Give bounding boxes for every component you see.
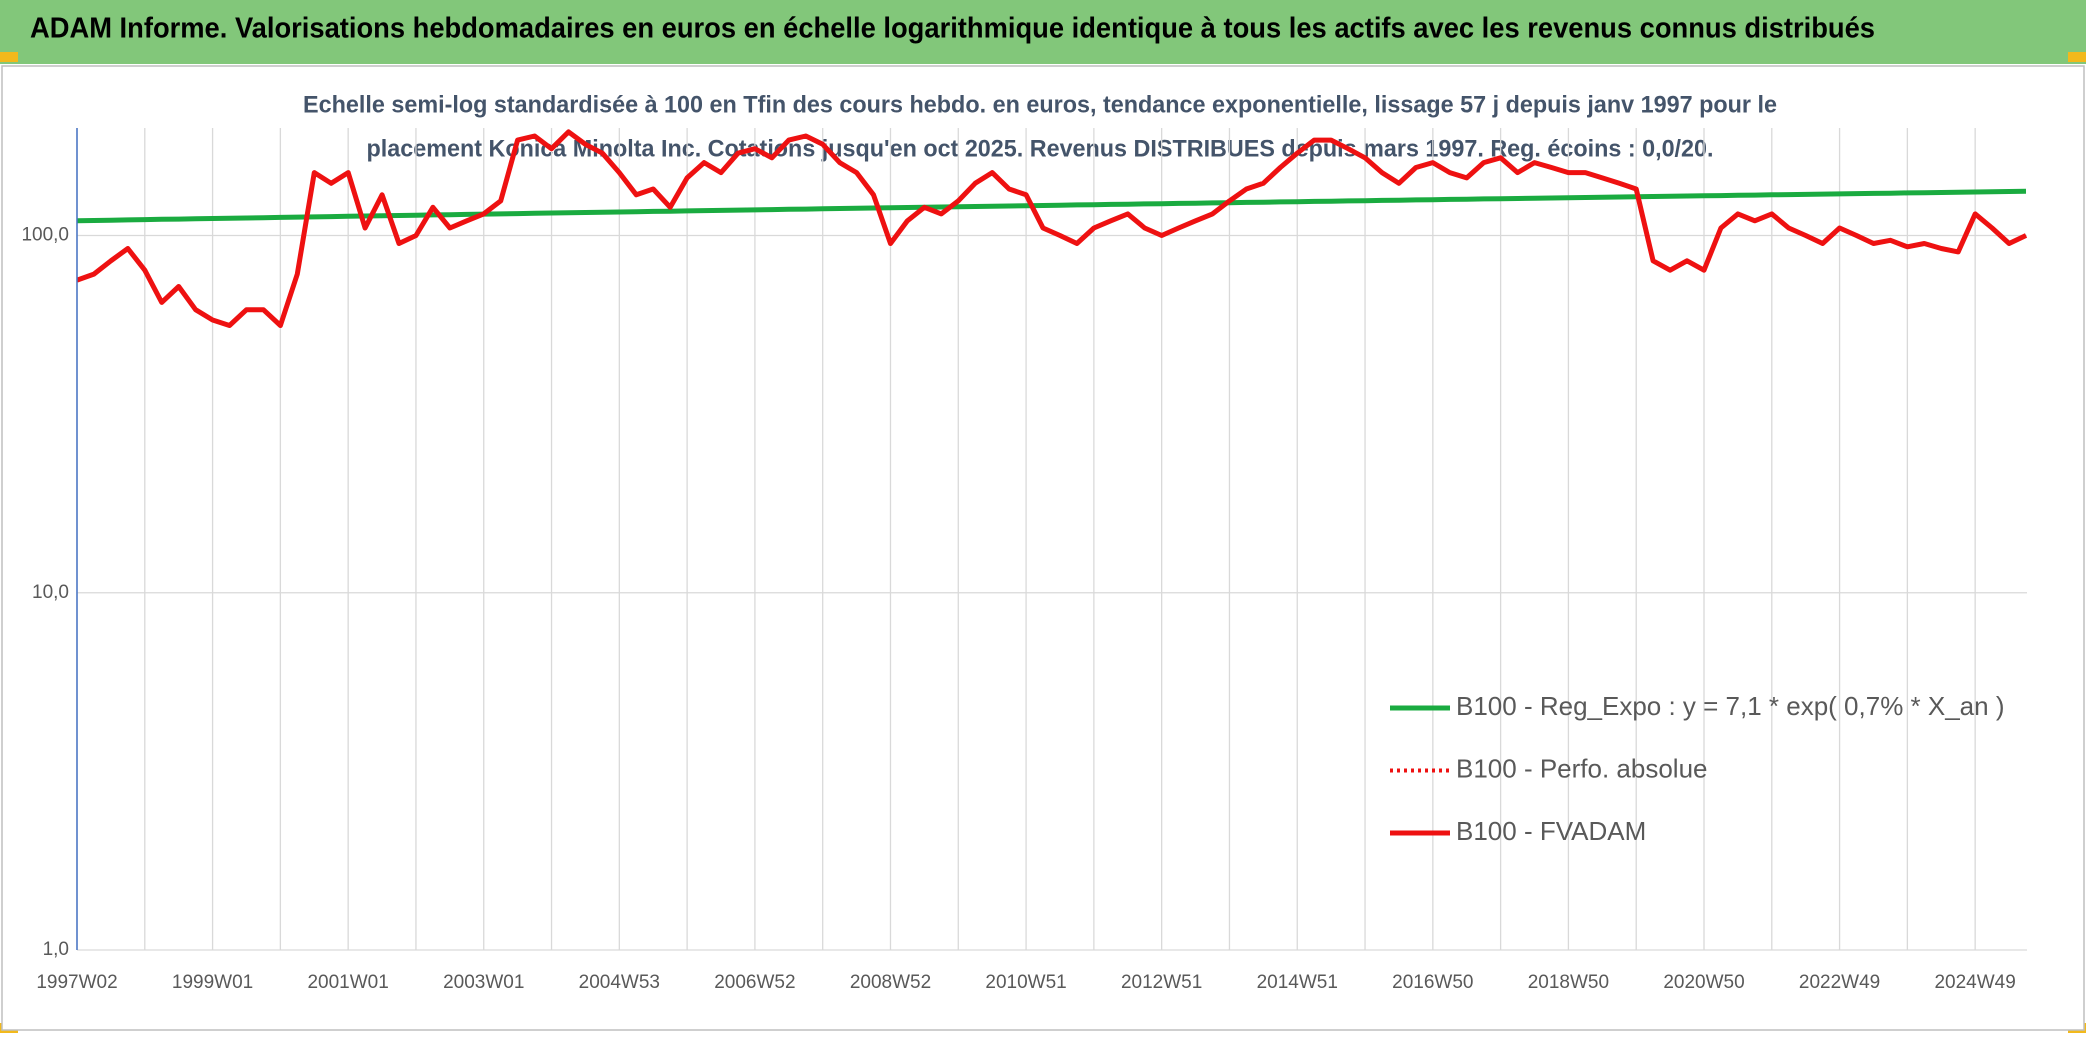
x-tick-label: 2001W01: [307, 972, 388, 993]
series-line: [77, 188, 2027, 224]
y-tick-label: 100,0: [21, 225, 69, 246]
x-tick-label: 2014W51: [1257, 972, 1338, 993]
x-tick-label: 1997W02: [36, 972, 117, 993]
corner-mark: [0, 52, 18, 62]
legend-label: B100 - Reg_Expo : y = 7,1 * exp( 0,7% * …: [1456, 691, 2005, 721]
x-tick-label: 2012W51: [1121, 972, 1202, 993]
labels: 1,0 10,0 100,0 1997W02 1999W01 2001W01 2003W01…: [21, 225, 2015, 993]
corner-mark: [2068, 52, 2086, 62]
page-title: ADAM Informe. Valorisations hebdomadaire…: [30, 13, 1875, 45]
x-tick-label: 2006W52: [714, 972, 795, 993]
chart-subtitle: placement Konica Minolta Inc. Cotations …: [367, 135, 1714, 162]
x-tick-label: 2022W49: [1799, 972, 1880, 993]
x-tick-label: 2018W50: [1528, 972, 1609, 993]
x-tick-label: 1999W01: [172, 972, 253, 993]
x-tick-label: 2020W50: [1663, 972, 1744, 993]
y-tick-label: 1,0: [43, 939, 69, 960]
series-line: [77, 129, 2027, 328]
legend-label: B100 - FVADAM: [1456, 816, 1646, 846]
y-tick-label: 10,0: [32, 582, 69, 603]
plot: [77, 129, 2027, 328]
x-tick-label: 2003W01: [443, 972, 524, 993]
legend-label: B100 - Perfo. absolue: [1456, 753, 1708, 783]
x-tick-label: 2004W53: [579, 972, 660, 993]
chart-subtitle: Echelle semi-log standardisée à 100 en T…: [303, 91, 1777, 118]
x-tick-label: 2010W51: [985, 972, 1066, 993]
legend: B100 - Reg_Expo : y = 7,1 * exp( 0,7% * …: [1390, 691, 2005, 846]
x-tick-label: 2016W50: [1392, 972, 1473, 993]
x-tick-label: 2024W49: [1934, 972, 2015, 993]
x-tick-label: 2008W52: [850, 972, 931, 993]
header-bar: [0, 0, 2086, 64]
